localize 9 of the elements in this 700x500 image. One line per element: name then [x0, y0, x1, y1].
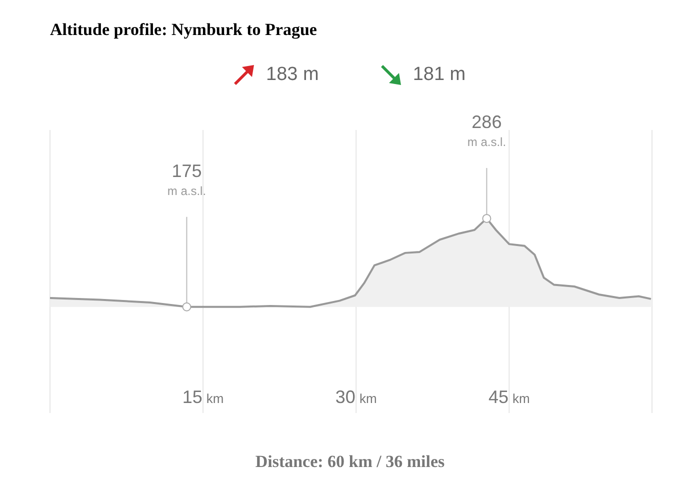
- annotation: 175 m a.s.l.: [167, 160, 206, 198]
- text: Distance: 60 km / 36 miles: [254, 452, 446, 472]
- annotation: 286 m a.s.l.: [467, 112, 506, 149]
- text: 183 m: [265, 64, 319, 86]
- chart-title: Altitude profile: Nymburk to Prague: [50, 20, 317, 40]
- x-tick-label: 45 km: [488, 387, 530, 407]
- x-tick-label: 30 km: [335, 387, 377, 407]
- text: 181 m: [412, 64, 466, 86]
- x-tick-label: 15 km: [182, 387, 224, 407]
